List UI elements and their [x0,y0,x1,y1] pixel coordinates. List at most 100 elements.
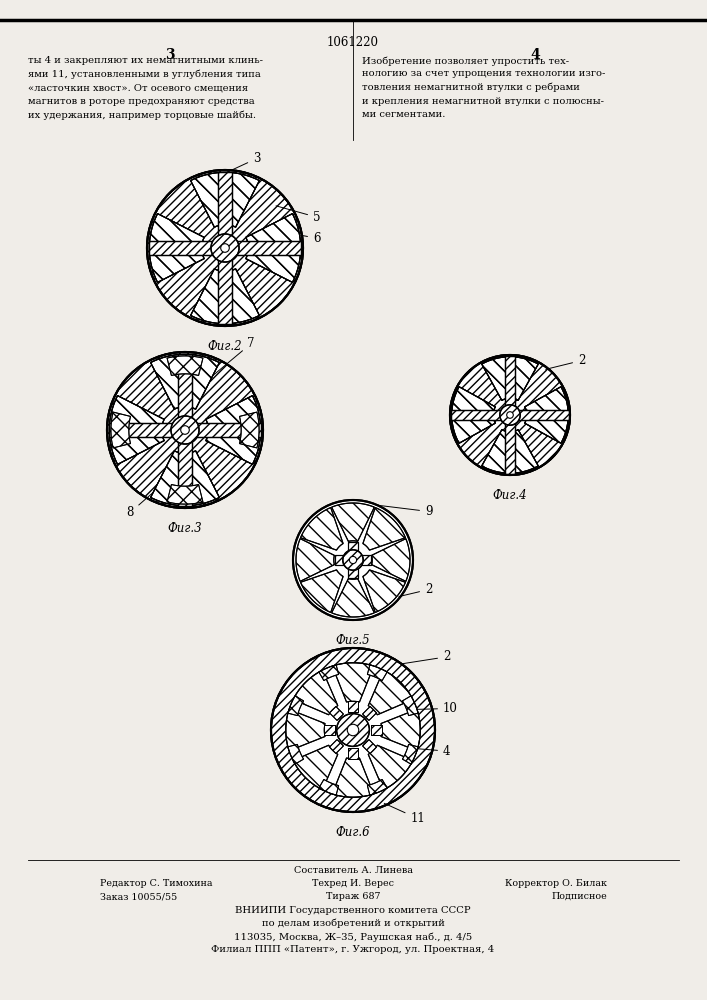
Circle shape [147,170,303,326]
Polygon shape [402,696,418,716]
Polygon shape [167,484,203,504]
Text: нологию за счет упрощения технологии изго-: нологию за счет упрощения технологии изг… [362,70,605,79]
Polygon shape [332,503,374,541]
Polygon shape [206,396,261,464]
Text: «ласточкин хвост». От осевого смещения: «ласточкин хвост». От осевого смещения [28,83,248,92]
Polygon shape [363,707,377,720]
Polygon shape [192,423,262,437]
Polygon shape [368,779,387,795]
Polygon shape [149,214,204,282]
Polygon shape [191,269,259,324]
Polygon shape [149,214,204,282]
Polygon shape [110,396,164,464]
Polygon shape [232,241,301,255]
Polygon shape [110,396,164,464]
Polygon shape [368,665,387,681]
Polygon shape [363,570,406,612]
Text: 2: 2 [401,650,450,664]
Text: магнитов в роторе предохраняют средства: магнитов в роторе предохраняют средства [28,97,255,105]
Text: ми сегментами.: ми сегментами. [362,110,445,119]
Text: 6: 6 [281,231,320,245]
Polygon shape [151,354,219,409]
Polygon shape [381,709,420,751]
Polygon shape [191,172,259,227]
Text: Редактор С. Тимохина: Редактор С. Тимохина [100,879,213,888]
Polygon shape [177,437,192,506]
Text: 3: 3 [165,48,175,62]
Text: 2: 2 [399,583,433,597]
Polygon shape [151,451,219,506]
Text: 5: 5 [276,206,320,224]
Polygon shape [151,354,219,409]
Polygon shape [481,430,538,473]
Polygon shape [191,172,259,227]
Text: Тираж 687: Тираж 687 [326,892,380,901]
Circle shape [500,405,520,425]
Polygon shape [167,356,203,376]
Polygon shape [300,570,343,612]
Polygon shape [151,451,219,506]
Polygon shape [329,707,344,720]
Polygon shape [452,387,496,443]
Polygon shape [206,396,261,464]
Circle shape [286,663,420,797]
Polygon shape [481,357,538,400]
Polygon shape [368,670,413,715]
Text: и крепления немагнитной втулки с полюсны-: и крепления немагнитной втулки с полюсны… [362,97,604,105]
Polygon shape [293,745,338,790]
Circle shape [347,724,358,736]
Polygon shape [296,539,334,581]
Polygon shape [218,255,233,324]
Text: Изобретение позволяет упростить тех-: Изобретение позволяет упростить тех- [362,56,569,66]
Polygon shape [363,508,406,550]
Circle shape [211,234,239,262]
Text: Фиг.6: Фиг.6 [336,826,370,839]
Text: их удержания, например торцовые шайбы.: их удержания, например торцовые шайбы. [28,110,256,119]
Text: Техред И. Верес: Техред И. Верес [312,879,394,888]
Text: 1061220: 1061220 [327,36,379,49]
Polygon shape [293,670,338,715]
Polygon shape [332,758,374,797]
Polygon shape [335,555,348,565]
Text: ями 11, установленными в углубления типа: ями 11, установленными в углубления типа [28,70,261,79]
Text: Фиг.4: Фиг.4 [493,489,527,502]
Polygon shape [525,387,568,443]
Polygon shape [452,387,496,443]
Circle shape [450,355,570,475]
Polygon shape [348,542,358,555]
Polygon shape [348,565,358,578]
Polygon shape [288,696,303,716]
Polygon shape [372,539,410,581]
Polygon shape [246,214,300,282]
Polygon shape [505,420,515,474]
Polygon shape [363,740,377,753]
Polygon shape [246,214,300,282]
Text: 4: 4 [411,745,450,758]
Polygon shape [515,410,569,420]
Polygon shape [505,356,515,410]
Text: Фиг.5: Фиг.5 [336,634,370,647]
Polygon shape [402,744,418,764]
Polygon shape [349,701,358,712]
Text: ВНИИПИ Государственного комитета СССР: ВНИИПИ Государственного комитета СССР [235,906,471,915]
Polygon shape [358,555,371,565]
Polygon shape [191,269,259,324]
Polygon shape [451,410,505,420]
Circle shape [337,714,369,746]
Text: 7: 7 [211,337,255,378]
Text: ты 4 и закрепляют их немагнитными клинь-: ты 4 и закрепляют их немагнитными клинь- [28,56,263,65]
Circle shape [293,500,413,620]
Text: по делам изобретений и открытий: по делам изобретений и открытий [262,919,445,928]
Polygon shape [319,779,339,795]
Polygon shape [148,241,218,255]
Polygon shape [300,508,343,550]
Text: 9: 9 [377,505,433,518]
Text: Филиал ППП «Патент», г. Ужгород, ул. Проектная, 4: Филиал ППП «Патент», г. Ужгород, ул. Про… [211,945,495,954]
Text: 11: 11 [384,803,425,825]
Polygon shape [525,387,568,443]
Circle shape [343,550,363,570]
Text: 4: 4 [530,48,540,62]
Circle shape [181,426,189,434]
Polygon shape [481,357,538,400]
Polygon shape [371,725,382,735]
